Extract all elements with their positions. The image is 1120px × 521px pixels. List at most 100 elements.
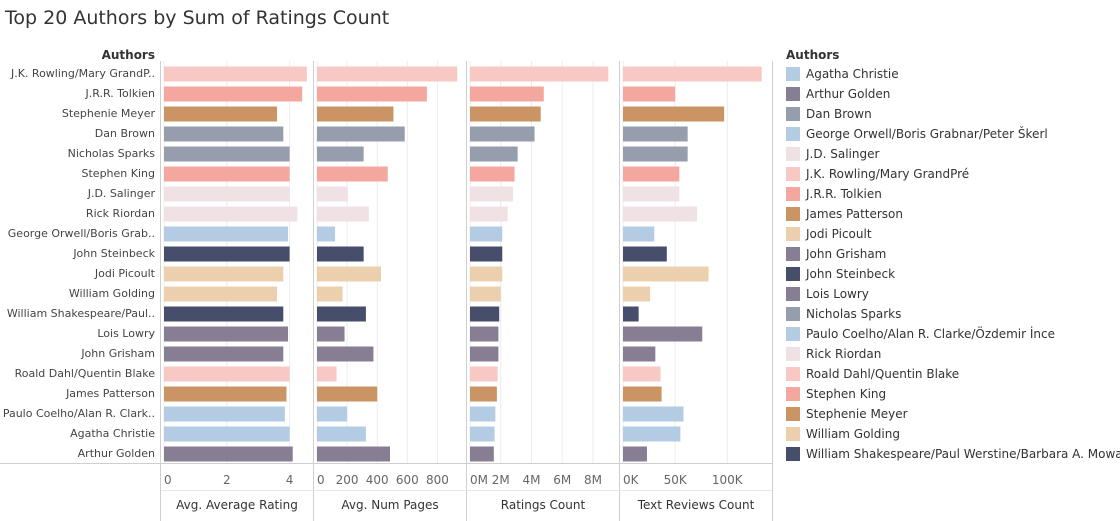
bar[interactable]	[470, 406, 496, 422]
bar[interactable]	[470, 146, 518, 162]
bar[interactable]	[164, 366, 290, 382]
bar[interactable]	[317, 366, 337, 382]
legend-item[interactable]: Roald Dahl/Quentin Blake	[786, 364, 1120, 384]
bar[interactable]	[470, 266, 503, 282]
legend-item[interactable]: J.K. Rowling/Mary GrandPré	[786, 164, 1120, 184]
bar[interactable]	[623, 266, 709, 282]
legend-item[interactable]: Jodi Picoult	[786, 224, 1120, 244]
legend-item[interactable]: Agatha Christie	[786, 64, 1120, 84]
bar[interactable]	[317, 446, 390, 462]
legend-item[interactable]: Nicholas Sparks	[786, 304, 1120, 324]
bar[interactable]	[317, 306, 366, 322]
legend-item[interactable]: James Patterson	[786, 204, 1120, 224]
bar[interactable]	[470, 446, 494, 462]
bar[interactable]	[623, 86, 676, 102]
bar[interactable]	[623, 406, 684, 422]
bar[interactable]	[317, 66, 458, 82]
bar[interactable]	[470, 386, 497, 402]
bar[interactable]	[623, 326, 703, 342]
bar[interactable]	[470, 246, 503, 262]
legend-item[interactable]: Paulo Coelho/Alan R. Clarke/Özdemir İnce	[786, 324, 1120, 344]
legend-item[interactable]: William Shakespeare/Paul Werstine/Barbar…	[786, 444, 1120, 464]
bar[interactable]	[164, 446, 293, 462]
bar[interactable]	[470, 226, 503, 242]
bar[interactable]	[623, 346, 656, 362]
bar[interactable]	[470, 366, 498, 382]
legend-item[interactable]: Lois Lowry	[786, 284, 1120, 304]
bar[interactable]	[317, 106, 394, 122]
bar[interactable]	[470, 346, 499, 362]
bar[interactable]	[164, 86, 303, 102]
bar[interactable]	[623, 106, 725, 122]
legend-item[interactable]: William Golding	[786, 424, 1120, 444]
bar[interactable]	[623, 426, 681, 442]
bar[interactable]	[317, 186, 348, 202]
bar[interactable]	[623, 306, 639, 322]
bar[interactable]	[317, 406, 348, 422]
bar[interactable]	[164, 166, 290, 182]
bar[interactable]	[623, 366, 661, 382]
bar[interactable]	[164, 326, 289, 342]
bar[interactable]	[623, 386, 662, 402]
bar[interactable]	[470, 86, 544, 102]
bar[interactable]	[623, 66, 762, 82]
legend-item[interactable]: John Steinbeck	[786, 264, 1120, 284]
legend-item[interactable]: Stephen King	[786, 384, 1120, 404]
bar[interactable]	[164, 306, 284, 322]
bar[interactable]	[623, 146, 688, 162]
bar[interactable]	[470, 126, 535, 142]
bar[interactable]	[317, 246, 364, 262]
bar[interactable]	[470, 186, 514, 202]
bar[interactable]	[317, 326, 345, 342]
bar[interactable]	[470, 326, 499, 342]
bar[interactable]	[164, 266, 284, 282]
bar[interactable]	[470, 426, 495, 442]
bar[interactable]	[623, 226, 655, 242]
bar[interactable]	[164, 126, 284, 142]
legend-item[interactable]: Rick Riordan	[786, 344, 1120, 364]
bar[interactable]	[470, 166, 515, 182]
bar[interactable]	[317, 166, 388, 182]
bar[interactable]	[470, 66, 609, 82]
bar[interactable]	[623, 206, 698, 222]
legend-item[interactable]: J.R.R. Tolkien	[786, 184, 1120, 204]
bar[interactable]	[317, 206, 369, 222]
legend-item[interactable]: George Orwell/Boris Grabnar/Peter Škerl	[786, 124, 1120, 144]
bar[interactable]	[317, 146, 364, 162]
bar[interactable]	[317, 126, 405, 142]
bar[interactable]	[317, 286, 343, 302]
bar[interactable]	[623, 286, 651, 302]
bar[interactable]	[317, 386, 378, 402]
bar[interactable]	[317, 266, 381, 282]
bar[interactable]	[623, 246, 667, 262]
bar[interactable]	[623, 126, 688, 142]
bar[interactable]	[317, 86, 427, 102]
bar[interactable]	[164, 226, 289, 242]
bar[interactable]	[164, 246, 290, 262]
bar[interactable]	[164, 186, 290, 202]
bar[interactable]	[164, 106, 278, 122]
bar[interactable]	[470, 206, 508, 222]
legend-item[interactable]: John Grisham	[786, 244, 1120, 264]
bar[interactable]	[623, 186, 680, 202]
bar[interactable]	[470, 106, 541, 122]
bar[interactable]	[623, 166, 680, 182]
bar[interactable]	[164, 66, 307, 82]
bar[interactable]	[470, 286, 501, 302]
bar[interactable]	[164, 346, 284, 362]
legend-item[interactable]: Dan Brown	[786, 104, 1120, 124]
bar[interactable]	[317, 346, 374, 362]
bar[interactable]	[317, 226, 336, 242]
bar[interactable]	[164, 206, 298, 222]
legend-item[interactable]: Stephenie Meyer	[786, 404, 1120, 424]
bar[interactable]	[164, 386, 287, 402]
bar[interactable]	[164, 146, 290, 162]
legend-item[interactable]: Arthur Golden	[786, 84, 1120, 104]
bar[interactable]	[164, 406, 285, 422]
bar[interactable]	[164, 286, 278, 302]
legend-item[interactable]: J.D. Salinger	[786, 144, 1120, 164]
bar[interactable]	[164, 426, 290, 442]
bar[interactable]	[317, 426, 366, 442]
bar[interactable]	[623, 446, 647, 462]
bar[interactable]	[470, 306, 500, 322]
